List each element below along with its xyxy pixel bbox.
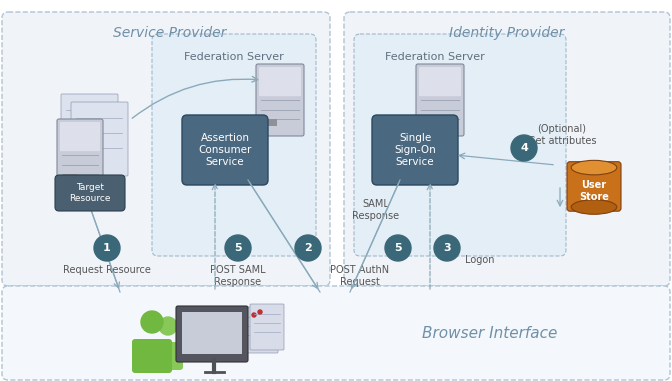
Text: Logon: Logon — [465, 255, 495, 265]
Circle shape — [258, 310, 262, 314]
Ellipse shape — [571, 200, 617, 214]
FancyBboxPatch shape — [259, 67, 301, 96]
FancyBboxPatch shape — [152, 34, 316, 256]
Text: Assertion
Consumer
Service: Assertion Consumer Service — [198, 133, 252, 166]
Bar — [422, 119, 437, 126]
Circle shape — [225, 235, 251, 261]
Bar — [262, 119, 278, 126]
FancyBboxPatch shape — [2, 286, 670, 380]
FancyBboxPatch shape — [132, 339, 172, 373]
Text: Federation Server: Federation Server — [385, 52, 485, 62]
Circle shape — [159, 317, 177, 335]
Circle shape — [385, 235, 411, 261]
FancyBboxPatch shape — [60, 122, 100, 151]
Text: 3: 3 — [444, 243, 451, 253]
FancyBboxPatch shape — [256, 64, 304, 136]
FancyBboxPatch shape — [57, 119, 103, 191]
Bar — [63, 174, 78, 181]
FancyBboxPatch shape — [176, 306, 248, 362]
Text: User
Store: User Store — [579, 180, 609, 202]
Ellipse shape — [571, 160, 617, 175]
Text: Federation Server: Federation Server — [184, 52, 284, 62]
Text: 1: 1 — [103, 243, 111, 253]
FancyBboxPatch shape — [244, 307, 278, 353]
FancyBboxPatch shape — [354, 34, 566, 256]
Text: Target
Resource: Target Resource — [69, 183, 111, 203]
FancyBboxPatch shape — [419, 67, 461, 96]
FancyBboxPatch shape — [250, 304, 284, 350]
Text: Single
Sign-On
Service: Single Sign-On Service — [394, 133, 436, 166]
FancyBboxPatch shape — [149, 342, 183, 370]
Circle shape — [295, 235, 321, 261]
Text: 2: 2 — [304, 243, 312, 253]
FancyBboxPatch shape — [344, 12, 670, 286]
Text: Service Provider: Service Provider — [114, 26, 226, 40]
Text: 4: 4 — [520, 143, 528, 153]
Text: 5: 5 — [234, 243, 242, 253]
Text: POST SAML
Response: POST SAML Response — [210, 265, 266, 287]
Text: (Optional)
Get attributes: (Optional) Get attributes — [528, 124, 596, 146]
FancyBboxPatch shape — [567, 162, 621, 211]
FancyBboxPatch shape — [71, 102, 128, 176]
Circle shape — [511, 135, 537, 161]
Circle shape — [252, 313, 256, 317]
FancyBboxPatch shape — [182, 115, 268, 185]
FancyBboxPatch shape — [372, 115, 458, 185]
Text: Identity Provider: Identity Provider — [450, 26, 564, 40]
Text: Request Resource: Request Resource — [63, 265, 151, 275]
FancyBboxPatch shape — [416, 64, 464, 136]
Text: POST AuthN
Request: POST AuthN Request — [330, 265, 389, 287]
Circle shape — [94, 235, 120, 261]
Text: Browser Interface: Browser Interface — [422, 325, 558, 341]
FancyBboxPatch shape — [61, 94, 118, 168]
FancyBboxPatch shape — [55, 175, 125, 211]
Circle shape — [141, 311, 163, 333]
Text: SAML
Response: SAML Response — [352, 199, 400, 221]
FancyBboxPatch shape — [2, 12, 330, 286]
Text: 5: 5 — [394, 243, 402, 253]
Circle shape — [434, 235, 460, 261]
Bar — [182, 312, 242, 354]
